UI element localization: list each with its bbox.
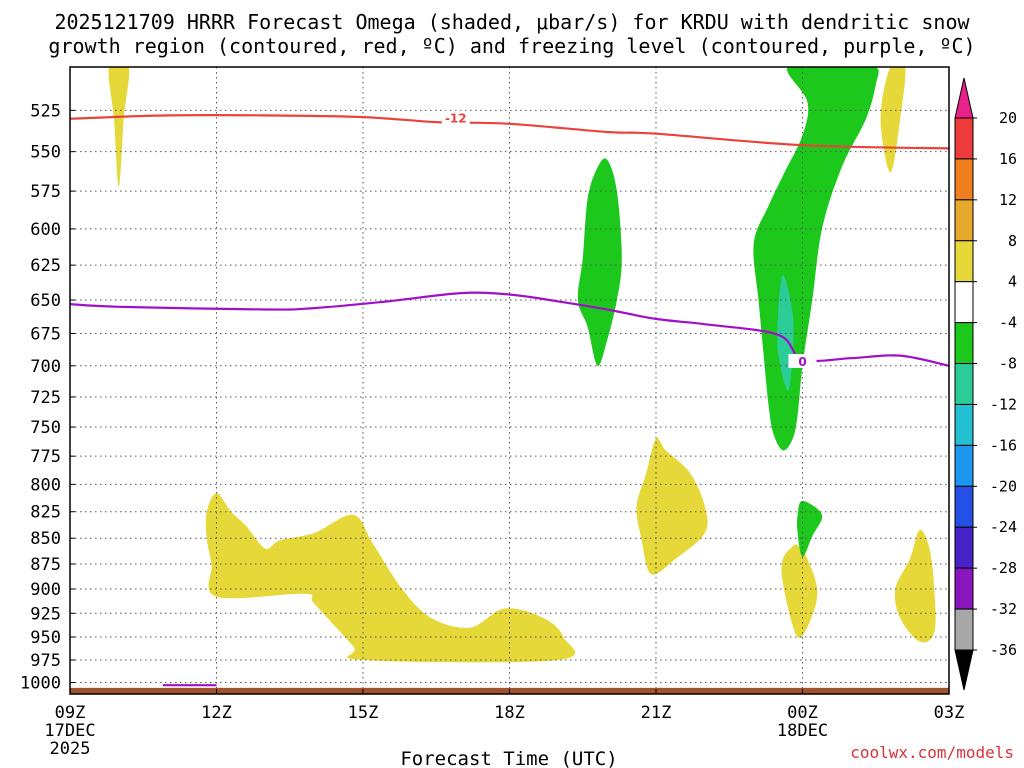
colorbar: 20 16 12 8 4 -4 -8 -12 -16 -20 -24 -28 -32 -36 [954, 77, 1017, 691]
colorbar-swatch [954, 158, 974, 201]
omega-pos-4-8-low-left [205, 493, 576, 663]
colorbar-label: 4 [1008, 273, 1017, 291]
colorbar-swatch [954, 363, 974, 405]
chart-title-line-1: 2025121709 HRRR Forecast Omega (shaded, … [54, 10, 970, 34]
colorbar-swatch [954, 281, 974, 324]
colorbar-label: -28 [990, 559, 1017, 577]
y-tick-label: 825 [30, 503, 61, 523]
colorbar-label: 20 [999, 109, 1017, 127]
y-tick-label: 725 [30, 388, 61, 408]
chart-title-line-2: growth region (contoured, red, ºC) and f… [48, 34, 975, 58]
y-tick-label: 525 [30, 101, 61, 121]
x-tick-label: 21Z [641, 703, 672, 723]
colorbar-swatch [954, 117, 974, 160]
y-tick-label: 575 [30, 182, 61, 202]
colorbar-swatch [954, 199, 974, 242]
contour-layer: -12 0 [70, 110, 949, 687]
contour-label: -12 [445, 112, 467, 126]
y-tick-label: 850 [30, 529, 61, 549]
colorbar-label: -12 [990, 395, 1017, 413]
y-axis: 525 550 575 600 625 650 675 700 725 750 775 800 825 8… [20, 101, 75, 694]
colorbar-top-triangle [954, 77, 974, 119]
x-tick-label: 03Z [934, 703, 965, 723]
y-tick-label: 925 [30, 604, 61, 624]
omega-pos-4-8-mid [636, 437, 708, 575]
colorbar-label: -4 [999, 314, 1017, 332]
x-tick-label: 12Z [201, 703, 232, 723]
colorbar-swatch [954, 240, 974, 283]
y-tick-label: 975 [30, 651, 61, 671]
colorbar-bottom-triangle [954, 649, 974, 691]
colorbar-label: -36 [990, 641, 1017, 659]
contour-line [70, 113, 949, 150]
x-tick-label: 18Z [494, 703, 525, 723]
y-tick-label: 700 [30, 357, 61, 377]
colorbar-swatch [954, 608, 974, 651]
y-tick-label: 625 [30, 256, 61, 276]
omega-neg-4-8-column [577, 158, 622, 366]
colorbar-label: -20 [990, 477, 1017, 495]
omega-pos-4-8-top-left [108, 67, 130, 187]
colorbar-swatch [954, 403, 974, 446]
y-tick-label: 550 [30, 143, 61, 163]
colorbar-label: 12 [999, 191, 1017, 209]
y-tick-label: 800 [30, 475, 61, 495]
y-tick-label: 950 [30, 628, 61, 648]
x-tick-year: 2025 [50, 739, 91, 759]
x-tick-label: 15Z [348, 703, 379, 723]
y-tick-label: 675 [30, 324, 61, 344]
contour-line [70, 291, 949, 367]
x-axis-title: Forecast Time (UTC) [400, 748, 617, 768]
y-tick-label: 900 [30, 580, 61, 600]
y-tick-label: 1000 [20, 674, 61, 694]
y-tick-label: 875 [30, 555, 61, 575]
x-tick-date: 17DEC [44, 721, 95, 741]
omega-shaded-layer [108, 67, 936, 663]
y-tick-label: 750 [30, 418, 61, 438]
contour-label-bg [788, 353, 817, 368]
contour-label: 0 [798, 355, 806, 369]
y-tick-label: 775 [30, 447, 61, 467]
contour-label-bg [441, 110, 470, 125]
x-tick-label: 00Z [787, 703, 818, 723]
omega-pos-4-8-low-right-a [781, 544, 818, 638]
x-tick-date: 18DEC [777, 721, 828, 741]
colorbar-swatch [954, 444, 974, 487]
y-tick-label: 650 [30, 291, 61, 311]
colorbar-label: -8 [999, 355, 1017, 373]
colorbar-label: 8 [1008, 232, 1017, 250]
colorbar-label: -32 [990, 600, 1017, 618]
x-tick-label: 09Z [55, 703, 86, 723]
colorbar-label: -16 [990, 436, 1017, 454]
credit-text: coolwx.com/models [850, 743, 1014, 762]
colorbar-swatch [954, 485, 974, 528]
omega-pos-4-8-low-right-b [894, 529, 936, 643]
colorbar-swatch [954, 322, 974, 365]
omega-pos-4-8-top-right [880, 67, 906, 173]
colorbar-swatch [954, 567, 974, 610]
colorbar-swatch [954, 526, 974, 569]
omega-neg-4-8-small [797, 500, 823, 557]
y-tick-label: 600 [30, 220, 61, 240]
colorbar-label: -24 [990, 518, 1017, 536]
colorbar-label: 16 [999, 150, 1017, 168]
